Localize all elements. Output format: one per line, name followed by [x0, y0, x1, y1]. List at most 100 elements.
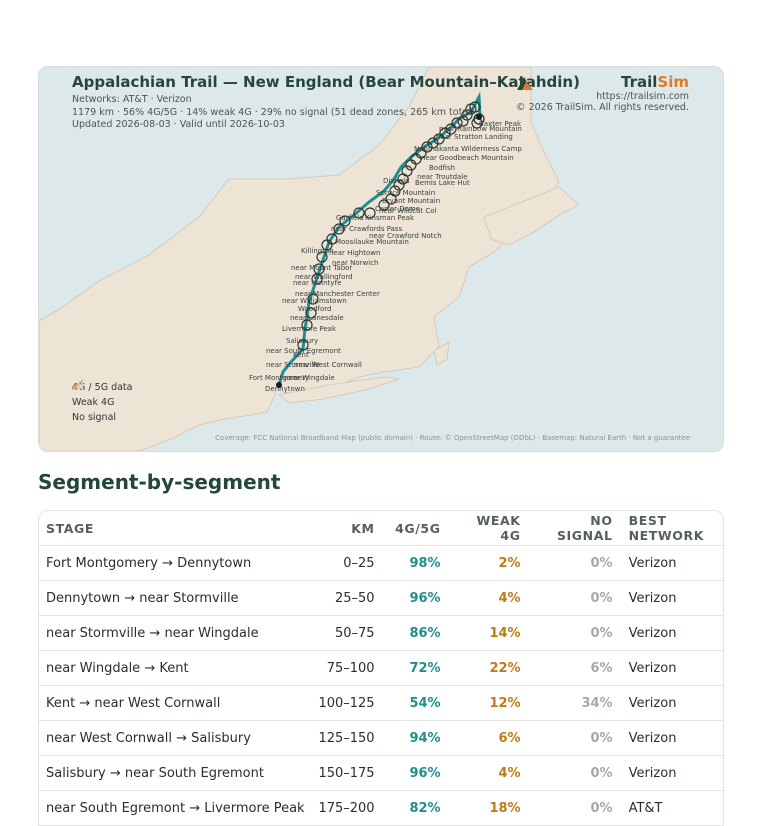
place-label: near Hightown: [329, 249, 380, 257]
stage-cell: Kent → near West Cornwall: [39, 685, 311, 721]
brand-copyright: © 2026 TrailSim. All rights reserved.: [516, 102, 689, 113]
place-label: near Wildcat Col: [379, 207, 437, 215]
coverage-none-cell: 0%: [526, 790, 619, 826]
best-network-cell: Verizon: [618, 615, 723, 651]
table-row: Fort Montgomery → Dennytown 0–25 98% 2% 0% Ve…: [39, 545, 723, 581]
place-label: near Goodbeach Mountain: [421, 154, 514, 162]
coverage-4g5g-cell: 82%: [380, 790, 447, 826]
place-label: near Wingdale: [284, 374, 335, 382]
coverage-weak-cell: 4%: [446, 580, 527, 616]
map-networks: Networks: AT&T · Verizon: [72, 94, 192, 105]
km-cell: 100–125: [310, 685, 381, 721]
table-row: Salisbury → near South Egremont 150–175 96…: [39, 755, 723, 791]
brand-url[interactable]: https://trailsim.com: [596, 91, 689, 102]
place-label: Woodford: [298, 305, 331, 313]
column-header-4g5g: 4G/5G: [380, 511, 447, 546]
best-network-cell: Verizon: [618, 650, 723, 686]
table-header-row: STAGE KM 4G/5G WEAK 4G NO SIGNAL BEST NE…: [39, 511, 723, 546]
coverage-none-cell: 0%: [526, 580, 619, 616]
coverage-weak-cell: 18%: [446, 790, 527, 826]
stage-cell: Fort Montgomery → Dennytown: [39, 545, 311, 581]
place-label: near West Cornwall: [294, 361, 362, 369]
legend-label: Weak 4G: [72, 397, 115, 408]
place-label: near Troutdale: [417, 173, 468, 181]
coverage-weak-cell: 14%: [446, 615, 527, 651]
km-cell: 125–150: [310, 720, 381, 756]
place-label: near Norwich: [332, 259, 379, 267]
best-network-cell: Verizon: [618, 685, 723, 721]
land-nova-scotia: [483, 186, 580, 246]
trailsim-logo-icon: [517, 77, 534, 90]
place-label: Killington: [301, 247, 334, 255]
place-label: Dennytown: [265, 385, 305, 393]
coverage-none-cell: 6%: [526, 650, 619, 686]
km-cell: 75–100: [310, 650, 381, 686]
place-label: Carter Dome: [375, 205, 420, 213]
km-cell: 25–50: [310, 580, 381, 616]
place-label: near Lanesdale: [290, 314, 344, 322]
stage-cell: Salisbury → near South Egremont: [39, 755, 311, 791]
place-label: near Stormville: [266, 361, 319, 369]
coverage-4g5g-cell: 98%: [380, 545, 447, 581]
place-label: Baxter Peak: [479, 120, 522, 128]
coverage-weak-cell: 22%: [446, 650, 527, 686]
no-signal-markers: [297, 101, 485, 351]
column-header-no-signal: NO SIGNAL: [526, 511, 619, 546]
coverage-weak-cell: 6%: [446, 720, 527, 756]
coverage-4g5g-cell: 72%: [380, 650, 447, 686]
place-label: near Rainbow Mountain: [439, 125, 522, 133]
land-long-island: [278, 376, 400, 404]
place-label: Garfield: [336, 214, 364, 222]
map-title: Appalachian Trail — New England (Bear Mo…: [72, 73, 580, 91]
map-canvas: Baxter Peak near Rainbow Mountain near S…: [39, 67, 580, 451]
map-legend: 4G / 5G data Weak 4G No signal: [72, 380, 132, 425]
coverage-weak-cell: 12%: [446, 685, 527, 721]
segments-table: STAGE KM 4G/5G WEAK 4G NO SIGNAL BEST NE…: [38, 510, 724, 826]
best-network-cell: Verizon: [618, 580, 723, 616]
map-stats: 1179 km · 56% 4G/5G · 14% weak 4G · 29% …: [72, 107, 475, 118]
km-cell: 0–25: [310, 545, 381, 581]
table-row: near West Cornwall → Salisbury 125–150 94%…: [39, 720, 723, 756]
column-header-weak-4g: WEAK 4G: [446, 511, 527, 546]
legend-label: No signal: [72, 412, 117, 423]
table-row: Kent → near West Cornwall 100–125 54% 12% 34…: [39, 685, 723, 721]
coverage-4g5g-cell: 54%: [380, 685, 447, 721]
stage-cell: near West Cornwall → Salisbury: [39, 720, 311, 756]
no-signal-icon: [72, 380, 83, 390]
km-cell: 50–75: [310, 615, 381, 651]
coverage-weak-cell: 4%: [446, 755, 527, 791]
place-label: near Crawfords Pass: [331, 225, 403, 233]
start-marker: [276, 382, 282, 388]
place-label: near McIntyre: [293, 279, 341, 287]
place-label: Spruce Mountain: [376, 189, 435, 197]
coverage-4g5g-cell: 96%: [380, 755, 447, 791]
table-row: near Wingdale → Kent 75–100 72% 22% 6% Verizo…: [39, 650, 723, 686]
coverage-map[interactable]: Baxter Peak near Rainbow Mountain near S…: [38, 66, 724, 452]
place-label: Kent: [293, 351, 309, 359]
best-network-cell: Verizon: [618, 545, 723, 581]
coverage-none-cell: 0%: [526, 755, 619, 791]
place-label: Salisbury: [286, 337, 318, 345]
place-label: Bryant Mountain: [382, 197, 440, 205]
best-network-cell: AT&T: [618, 790, 723, 826]
place-label: near Mount Tabor: [291, 264, 352, 272]
coverage-none-cell: 0%: [526, 720, 619, 756]
land-mainland: [39, 67, 560, 451]
stage-cell: near Wingdale → Kent: [39, 650, 311, 686]
place-label: Bodfish: [429, 164, 455, 172]
coverage-4g5g-cell: 96%: [380, 580, 447, 616]
column-header-best-network: BEST NETWORK: [618, 511, 723, 546]
brand-name: TrailSim: [621, 73, 689, 91]
coverage-none-cell: 0%: [526, 615, 619, 651]
legend-item-weak-4g: Weak 4G: [72, 380, 132, 410]
best-network-cell: Verizon: [618, 720, 723, 756]
km-cell: 175–200: [310, 790, 381, 826]
km-cell: 150–175: [310, 755, 381, 791]
place-labels: Baxter Peak near Rainbow Mountain near S…: [249, 120, 522, 393]
place-label: near Williamstown: [282, 297, 347, 305]
stage-cell: Dennytown → near Stormville: [39, 580, 311, 616]
map-attribution: Coverage: FCC National Broadband Map (pu…: [215, 434, 690, 442]
place-label: near Wallingford: [295, 273, 353, 281]
coverage-4g5g-cell: 86%: [380, 615, 447, 651]
legend-item-no-signal: No signal: [72, 380, 132, 425]
